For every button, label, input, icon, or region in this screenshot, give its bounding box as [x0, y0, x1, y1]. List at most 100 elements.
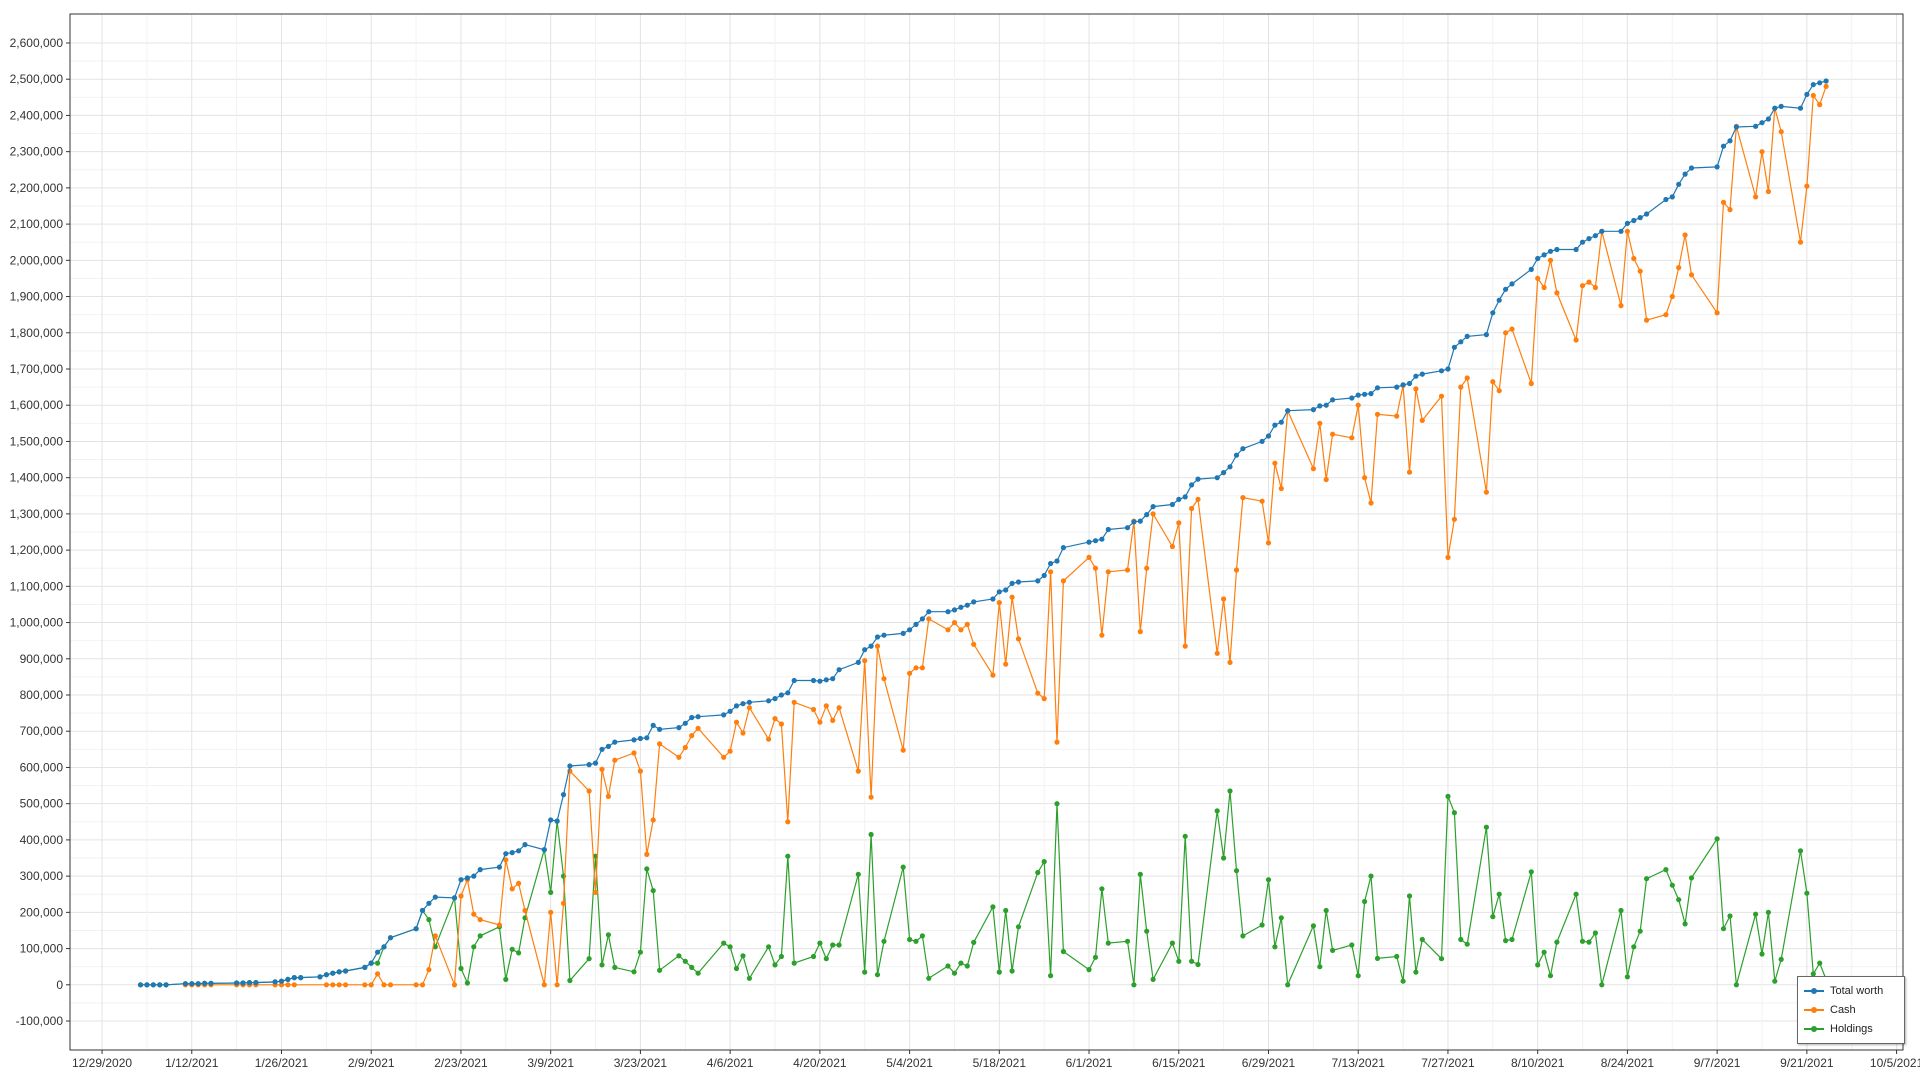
data-point-holdings: [1817, 960, 1823, 966]
data-point-holdings: [1669, 882, 1675, 888]
data-point-holdings: [1195, 961, 1201, 968]
data-point-holdings: [1099, 886, 1105, 892]
data-point-cash: [522, 907, 528, 914]
data-point-total-worth: [1464, 333, 1470, 339]
data-point-cash: [1060, 578, 1066, 584]
x-tick-label: 9/7/2021: [1694, 1056, 1741, 1070]
data-point-cash: [1464, 375, 1470, 381]
data-point-total-worth: [836, 667, 842, 673]
y-tick-label: 400,000: [20, 833, 64, 847]
data-point-total-worth: [778, 692, 785, 698]
data-point-holdings: [810, 953, 817, 960]
data-point-total-worth: [1189, 482, 1195, 488]
data-point-holdings: [919, 933, 926, 939]
y-tick-label: 200,000: [20, 905, 64, 919]
data-point-holdings: [1086, 967, 1092, 973]
data-point-holdings: [1310, 923, 1316, 929]
legend-item-total-worth: Total worth: [1804, 982, 1883, 1000]
data-point-total-worth: [830, 676, 836, 682]
data-point-cash: [1048, 569, 1054, 575]
data-point-cash: [1445, 554, 1451, 561]
x-tick-label: 5/18/2021: [973, 1056, 1027, 1070]
data-point-holdings: [676, 953, 682, 959]
data-point-holdings: [1419, 936, 1425, 943]
data-point-total-worth: [1323, 402, 1329, 408]
data-point-total-worth: [343, 968, 349, 974]
data-point-total-worth: [451, 895, 458, 901]
data-point-cash: [1144, 565, 1150, 571]
data-point-holdings: [682, 958, 688, 964]
data-point-total-worth: [330, 970, 336, 976]
data-point-total-worth: [772, 696, 778, 702]
data-point-total-worth: [503, 851, 509, 857]
data-point-total-worth: [733, 703, 740, 709]
data-point-holdings: [1137, 871, 1143, 877]
data-point-cash: [1759, 149, 1765, 155]
data-point-holdings: [772, 962, 778, 968]
data-point-total-worth: [1804, 91, 1810, 97]
data-point-total-worth: [375, 949, 381, 955]
data-point-holdings: [746, 975, 753, 981]
data-point-total-worth: [1631, 217, 1637, 224]
data-point-cash: [1323, 476, 1329, 483]
data-point-cash: [336, 982, 342, 988]
y-tick-label: 500,000: [20, 797, 64, 811]
y-tick-label: 1,300,000: [10, 507, 64, 521]
data-point-total-worth: [862, 647, 868, 653]
x-tick-label: 9/21/2021: [1780, 1056, 1834, 1070]
data-point-holdings: [1483, 824, 1489, 830]
data-point-cash: [1099, 632, 1105, 638]
data-point-total-worth: [817, 678, 823, 684]
data-point-total-worth: [1547, 248, 1554, 254]
data-point-cash: [1778, 129, 1784, 135]
data-point-total-worth: [1438, 368, 1445, 374]
data-point-total-worth: [1624, 220, 1630, 226]
data-point-cash: [1054, 739, 1060, 745]
data-point-cash: [874, 643, 881, 649]
data-point-cash: [817, 719, 823, 725]
data-point-total-worth: [1637, 215, 1643, 221]
data-point-cash: [554, 982, 560, 988]
data-point-holdings: [785, 853, 791, 859]
data-point-holdings: [1535, 962, 1541, 968]
data-point-cash: [676, 754, 682, 760]
data-point-cash: [919, 665, 926, 671]
data-point-holdings: [1092, 954, 1099, 960]
data-point-holdings: [1400, 978, 1406, 984]
data-point-cash: [740, 730, 746, 736]
x-tick-label: 4/6/2021: [707, 1056, 754, 1070]
data-point-total-worth: [1778, 103, 1784, 109]
data-point-holdings: [1355, 973, 1361, 979]
data-point-total-worth: [1060, 545, 1066, 551]
data-point-holdings: [727, 944, 733, 950]
data-point-cash: [1624, 228, 1630, 234]
data-point-cash: [631, 750, 637, 756]
data-point-cash: [1438, 393, 1445, 399]
data-point-cash: [862, 658, 868, 664]
data-point-total-worth: [1285, 408, 1291, 414]
data-point-cash: [1176, 520, 1182, 526]
data-point-holdings: [1663, 867, 1669, 873]
data-point-total-worth: [548, 817, 554, 823]
data-point-total-worth: [951, 607, 958, 613]
x-tick-label: 1/26/2021: [255, 1056, 309, 1070]
data-point-holdings: [862, 969, 868, 975]
data-point-cash: [1727, 207, 1733, 213]
data-point-cash: [1003, 661, 1009, 667]
data-point-cash: [1490, 379, 1496, 385]
data-point-total-worth: [464, 875, 470, 881]
data-point-cash: [766, 736, 772, 742]
data-point-cash: [291, 982, 297, 988]
y-tick-label: 1,100,000: [10, 579, 64, 593]
data-point-cash: [1592, 284, 1598, 291]
data-point-total-worth: [381, 944, 387, 950]
data-point-holdings: [1272, 944, 1278, 950]
data-point-total-worth: [1317, 403, 1323, 409]
data-point-total-worth: [1676, 181, 1682, 187]
data-point-total-worth: [644, 735, 650, 741]
data-point-cash: [1714, 310, 1720, 316]
data-point-holdings: [1438, 956, 1445, 962]
data-point-cash: [1535, 275, 1541, 281]
data-point-holdings: [926, 975, 932, 981]
series-line-total-worth: [140, 80, 1827, 986]
